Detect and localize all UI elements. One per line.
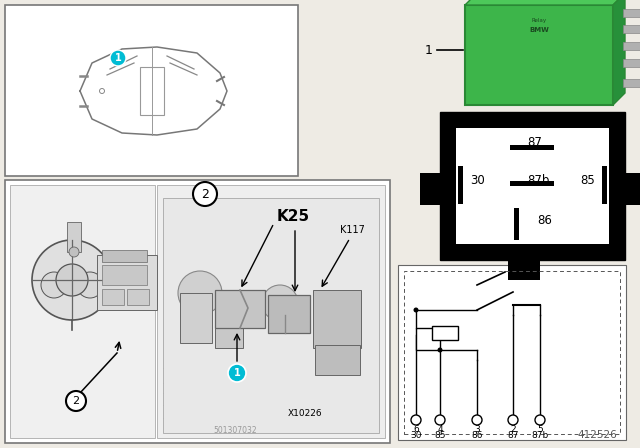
Bar: [623, 9, 640, 17]
Circle shape: [56, 264, 88, 296]
Bar: [97, 255, 157, 310]
Text: 6: 6: [413, 425, 419, 434]
Bar: [404, 271, 620, 434]
Text: K25: K25: [277, 208, 310, 224]
Text: 4: 4: [437, 425, 443, 434]
Text: 87: 87: [508, 431, 519, 439]
Bar: [398, 265, 626, 440]
Circle shape: [41, 272, 67, 298]
Bar: [465, 5, 613, 105]
Text: 2: 2: [72, 396, 79, 406]
Circle shape: [535, 415, 545, 425]
Text: 86: 86: [537, 214, 552, 227]
Text: 85: 85: [580, 173, 595, 186]
Text: 501307032: 501307032: [213, 426, 257, 435]
Circle shape: [178, 271, 222, 315]
Text: 30: 30: [470, 173, 484, 186]
Polygon shape: [465, 0, 625, 5]
Bar: [102, 289, 124, 305]
Text: Relay: Relay: [531, 17, 547, 22]
Text: 87: 87: [527, 135, 542, 148]
Circle shape: [32, 240, 112, 320]
Text: X10226: X10226: [288, 409, 323, 418]
Bar: [67, 222, 81, 252]
Text: 2: 2: [510, 425, 516, 434]
Bar: [102, 265, 147, 285]
Text: 5: 5: [537, 425, 543, 434]
Circle shape: [411, 415, 421, 425]
Bar: [5, 5, 298, 176]
Bar: [268, 295, 310, 333]
Bar: [157, 185, 385, 438]
Bar: [163, 198, 379, 433]
Bar: [623, 42, 640, 50]
Bar: [510, 181, 554, 186]
Bar: [458, 166, 463, 204]
Bar: [432, 326, 458, 340]
Bar: [440, 112, 625, 260]
Bar: [510, 145, 554, 150]
Bar: [623, 25, 640, 33]
Text: BMW: BMW: [529, 27, 549, 33]
Circle shape: [228, 364, 246, 382]
Bar: [623, 79, 640, 87]
Circle shape: [435, 415, 445, 425]
Circle shape: [438, 348, 442, 353]
Bar: [420, 173, 440, 205]
Text: 2: 2: [201, 188, 209, 201]
Bar: [625, 173, 640, 205]
Text: K117: K117: [340, 225, 365, 235]
Bar: [602, 166, 607, 204]
Circle shape: [472, 415, 482, 425]
Circle shape: [262, 285, 298, 321]
Circle shape: [413, 307, 419, 313]
Bar: [127, 289, 149, 305]
Text: 85: 85: [435, 431, 445, 439]
Bar: [180, 293, 212, 343]
Bar: [313, 290, 361, 348]
Bar: [5, 180, 390, 443]
Bar: [514, 208, 519, 240]
Circle shape: [69, 247, 79, 257]
Text: 412526: 412526: [577, 430, 617, 440]
Bar: [215, 290, 265, 328]
Text: 3: 3: [474, 425, 480, 434]
Text: 87b: 87b: [527, 173, 549, 186]
Circle shape: [77, 272, 103, 298]
Text: 86: 86: [471, 431, 483, 439]
Bar: [508, 260, 540, 280]
Circle shape: [110, 50, 126, 66]
Circle shape: [66, 391, 86, 411]
Text: 1: 1: [234, 368, 241, 378]
Bar: [10, 185, 155, 438]
Circle shape: [193, 182, 217, 206]
Circle shape: [508, 415, 518, 425]
Bar: [102, 250, 147, 262]
Bar: [315, 345, 360, 375]
Text: 87b: 87b: [531, 431, 548, 439]
Bar: [623, 59, 640, 67]
Bar: [140, 67, 164, 115]
Bar: [215, 326, 243, 348]
Polygon shape: [613, 0, 625, 105]
Bar: [416, 328, 440, 350]
Bar: [456, 128, 609, 244]
Text: 30: 30: [410, 431, 422, 439]
Text: 1: 1: [425, 43, 433, 56]
Text: 1: 1: [115, 53, 122, 63]
